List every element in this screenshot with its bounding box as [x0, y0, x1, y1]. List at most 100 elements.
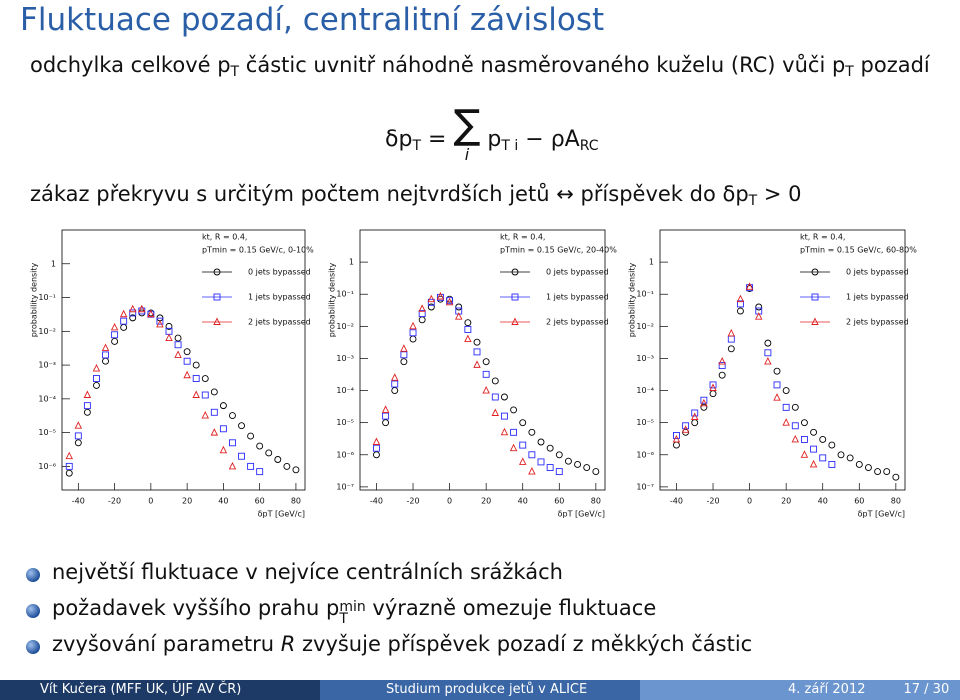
point — [382, 419, 390, 427]
y-tick-label: 10⁻⁵ — [636, 418, 654, 427]
point — [718, 357, 726, 365]
point — [455, 312, 463, 320]
point — [700, 398, 708, 407]
point — [446, 297, 454, 305]
footer-author-box: Vít Kučera (MFF UK, ÚJF AV ČR) — [0, 680, 320, 700]
point — [418, 304, 426, 312]
footer-talk-box: Studium produkce jetů v ALICE — [320, 680, 640, 700]
x-tick-label: 80 — [591, 497, 601, 506]
point — [791, 422, 799, 430]
point — [174, 350, 182, 358]
point — [192, 375, 200, 382]
x-tick-label: 40 — [218, 497, 228, 506]
point — [201, 411, 209, 419]
point — [745, 282, 754, 290]
point — [400, 344, 408, 352]
point — [500, 427, 509, 436]
point — [672, 434, 681, 443]
point — [528, 451, 536, 459]
point — [409, 321, 417, 330]
point — [65, 451, 73, 460]
point — [583, 464, 591, 472]
y-tick-label: 10⁻² — [38, 327, 56, 336]
point — [74, 439, 82, 447]
y-tick-label: 1 — [649, 258, 654, 267]
legend-title: pTmin = 0.15 GeV/c, 0-10% — [202, 246, 314, 255]
point — [809, 459, 818, 468]
y-tick-label: 10⁻⁵ — [38, 428, 56, 437]
point — [111, 331, 119, 339]
x-tick-label: -20 — [406, 497, 419, 506]
text: zvyšuje příspěvek pozadí z měkkých části… — [295, 632, 753, 656]
point — [192, 361, 200, 369]
text-line: odchylka celkové pT částic uvnitř náhodn… — [30, 48, 930, 89]
point — [65, 462, 73, 470]
point — [74, 421, 83, 429]
point — [482, 386, 490, 394]
eq-sub: T — [412, 138, 421, 154]
point — [773, 393, 781, 401]
point — [828, 441, 836, 449]
eq-sub: RC — [579, 138, 599, 154]
point — [811, 317, 819, 325]
subscript: T — [845, 64, 854, 80]
x-tick-label: 60 — [554, 497, 564, 506]
eq-part: − ρA — [525, 127, 580, 152]
point — [764, 339, 772, 347]
point — [491, 393, 499, 401]
point — [682, 422, 690, 430]
point — [165, 322, 173, 330]
x-tick-label: 0 — [747, 497, 752, 506]
charts: 10⁻⁶ 10⁻⁵ 10⁻⁴ 10⁻³ 10⁻² 10⁻¹ 1 -40 -20 0 20 40 60 80… — [30, 229, 917, 519]
point — [165, 333, 173, 342]
point — [727, 345, 735, 353]
legend-label: 1 jets bypassed — [248, 293, 311, 302]
eq-part: i — [464, 145, 470, 164]
y-axis-label: probability density — [30, 262, 39, 337]
point — [519, 441, 527, 449]
point — [228, 461, 237, 470]
point — [427, 298, 435, 306]
point — [736, 300, 744, 308]
point — [391, 380, 399, 388]
point — [83, 390, 92, 398]
subscript: T — [230, 64, 240, 80]
y-tick-label: 10⁻⁶ — [336, 450, 354, 459]
point — [764, 357, 772, 365]
point — [500, 412, 508, 420]
legend-title: kt, R = 0.4, — [800, 233, 845, 242]
point — [210, 428, 219, 436]
point — [256, 442, 264, 450]
point — [518, 457, 527, 465]
x-tick-label: -20 — [706, 497, 719, 506]
point — [201, 375, 209, 382]
y-tick-label: 10⁻⁶ — [636, 450, 654, 459]
point — [120, 317, 128, 325]
point — [427, 294, 436, 303]
subscript: T — [339, 611, 348, 627]
point — [128, 304, 137, 313]
point — [292, 466, 300, 474]
x-tick-label: 0 — [148, 497, 153, 506]
text: odchylka celkové p — [30, 53, 231, 77]
point — [727, 335, 735, 343]
point — [874, 468, 882, 476]
plot-frame — [61, 229, 306, 491]
point — [528, 428, 536, 436]
legend-label: 2 jets bypassed — [248, 318, 311, 327]
point — [718, 362, 726, 370]
point — [427, 303, 435, 311]
point — [810, 428, 818, 436]
legend-title: pTmin = 0.15 GeV/c, 60-80% — [800, 246, 917, 255]
point — [101, 343, 110, 351]
point — [418, 316, 426, 324]
point — [727, 328, 736, 337]
y-tick-label: 10⁻³ — [38, 361, 56, 370]
point — [174, 341, 182, 349]
point — [83, 402, 91, 410]
text: částic uvnitř náhodně nasměrovaného kuže… — [239, 53, 846, 77]
point — [828, 460, 836, 468]
point — [546, 464, 554, 472]
text-line: zákaz překryvu s určitým počtem nejtvrdš… — [30, 182, 802, 209]
